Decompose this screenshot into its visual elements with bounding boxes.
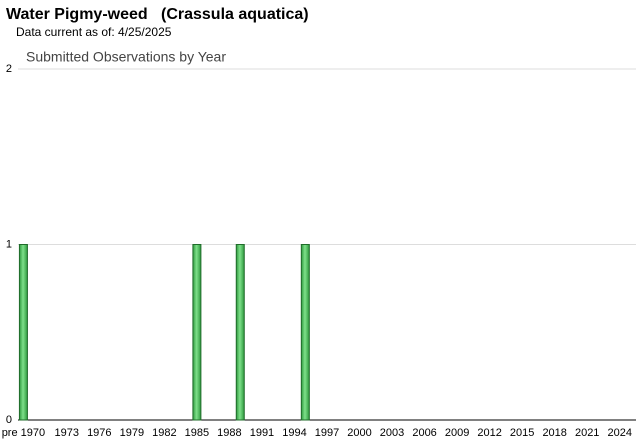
x-tick-label: 1988: [217, 427, 241, 439]
bar: [300, 244, 310, 421]
x-tick-label: 1982: [152, 427, 176, 439]
x-tick-label: 1979: [120, 427, 144, 439]
bar: [235, 244, 245, 421]
bar: [18, 244, 28, 421]
page-title: Water Pigmy-weed (Crassula aquatica): [6, 6, 309, 23]
data-date: Data current as of: 4/25/2025: [16, 25, 172, 39]
x-tick-label: 2006: [412, 427, 436, 439]
y-tick-label: 2: [6, 63, 12, 75]
x-tick-label: 1973: [55, 427, 79, 439]
x-tick-label: 1985: [185, 427, 209, 439]
x-tick-label: 2009: [445, 427, 469, 439]
x-tick-label: 1976: [87, 427, 111, 439]
chart-title: Submitted Observations by Year: [26, 49, 226, 65]
x-tick-label: 2018: [542, 427, 566, 439]
x-tick-label: 2000: [347, 427, 371, 439]
x-tick-label: 1997: [315, 427, 339, 439]
x-tick-label: 2003: [380, 427, 404, 439]
x-tick-label: 2021: [575, 427, 599, 439]
y-tick-label: 1: [6, 238, 12, 250]
x-tick-label: 1991: [250, 427, 274, 439]
x-tick-label: 2012: [477, 427, 501, 439]
y-tick-label: 0: [6, 414, 12, 426]
x-tick-label: 2024: [607, 427, 631, 439]
x-tick-label: pre 1970: [2, 427, 45, 439]
bar: [192, 244, 202, 421]
x-tick-label: 2015: [510, 427, 534, 439]
x-tick-label: 1994: [282, 427, 306, 439]
